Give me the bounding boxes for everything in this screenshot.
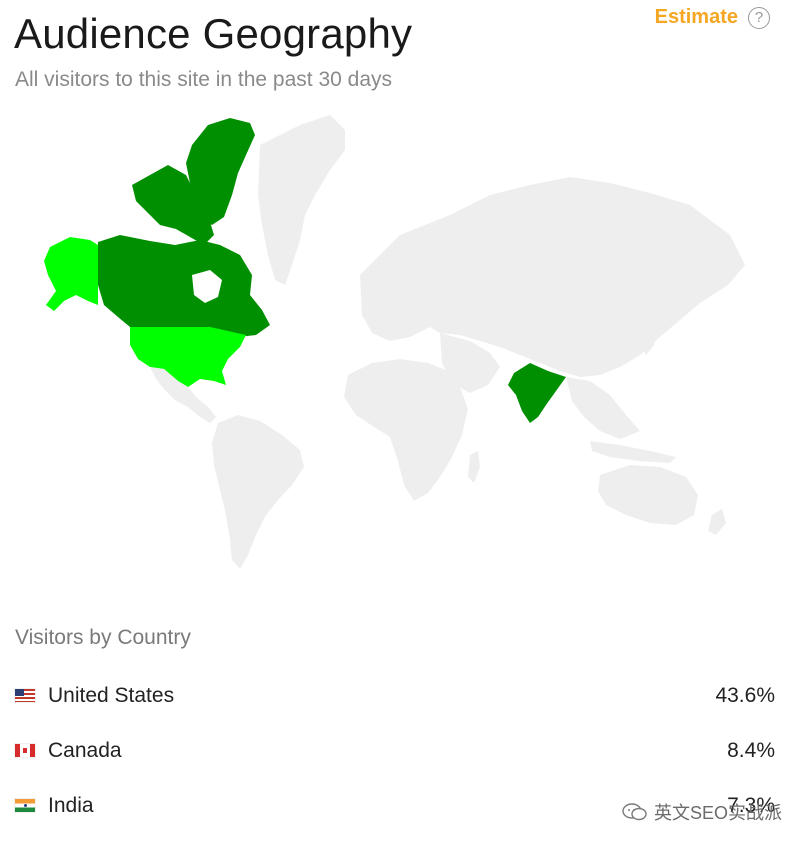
map-region-alaska[interactable] bbox=[44, 237, 98, 311]
map-region-india[interactable] bbox=[508, 363, 566, 423]
map-region-asia bbox=[430, 177, 745, 377]
map-region-europe-north bbox=[258, 115, 345, 285]
map-region-canada[interactable] bbox=[98, 235, 270, 337]
us-flag-icon bbox=[15, 689, 35, 702]
country-name: Canada bbox=[48, 738, 122, 762]
map-region-new-zealand bbox=[708, 509, 726, 535]
country-list: United States 43.6% Canada 8.4% India 7.… bbox=[15, 668, 775, 833]
map-region-africa bbox=[344, 359, 468, 501]
india-flag-icon bbox=[15, 799, 35, 812]
country-row-united-states[interactable]: United States 43.6% bbox=[15, 668, 775, 723]
country-percent: 7.3% bbox=[727, 793, 775, 817]
page-subtitle: All visitors to this site in the past 30… bbox=[15, 68, 393, 91]
map-region-central-america bbox=[150, 367, 216, 423]
canada-flag-icon bbox=[15, 744, 35, 757]
country-name: United States bbox=[48, 683, 175, 707]
map-region-australia bbox=[598, 465, 698, 525]
country-row-canada[interactable]: Canada 8.4% bbox=[15, 723, 775, 778]
map-region-japan bbox=[640, 311, 660, 355]
watermark-text: 英文SEO实战派 bbox=[653, 803, 782, 823]
map-region-middle-east bbox=[440, 333, 500, 393]
estimate-label: Estimate bbox=[654, 6, 738, 28]
map-region-madagascar bbox=[468, 451, 480, 483]
wechat-icon bbox=[622, 803, 647, 821]
world-map bbox=[44, 115, 745, 569]
help-icon[interactable]: ? bbox=[748, 6, 770, 29]
country-percent: 43.6% bbox=[715, 683, 775, 707]
country-name: India bbox=[48, 793, 94, 817]
map-hudson-bay bbox=[192, 270, 222, 303]
country-row-india[interactable]: India 7.3% bbox=[15, 778, 775, 833]
page-title: Audience Geography bbox=[14, 10, 413, 57]
map-region-south-america bbox=[212, 415, 304, 569]
watermark: 英文SEO实战派 bbox=[622, 799, 782, 825]
estimate-indicator: Estimate ? bbox=[655, 6, 770, 29]
map-region-united-states[interactable] bbox=[130, 327, 246, 387]
map-region-greenland[interactable] bbox=[186, 118, 255, 225]
map-region-europe bbox=[360, 215, 470, 341]
country-percent: 8.4% bbox=[727, 738, 775, 762]
map-region-indonesia bbox=[590, 441, 676, 463]
map-region-southeast-asia bbox=[566, 377, 640, 439]
map-region-canada-islands[interactable] bbox=[132, 165, 214, 245]
visitors-by-country-title: Visitors by Country bbox=[15, 626, 191, 649]
